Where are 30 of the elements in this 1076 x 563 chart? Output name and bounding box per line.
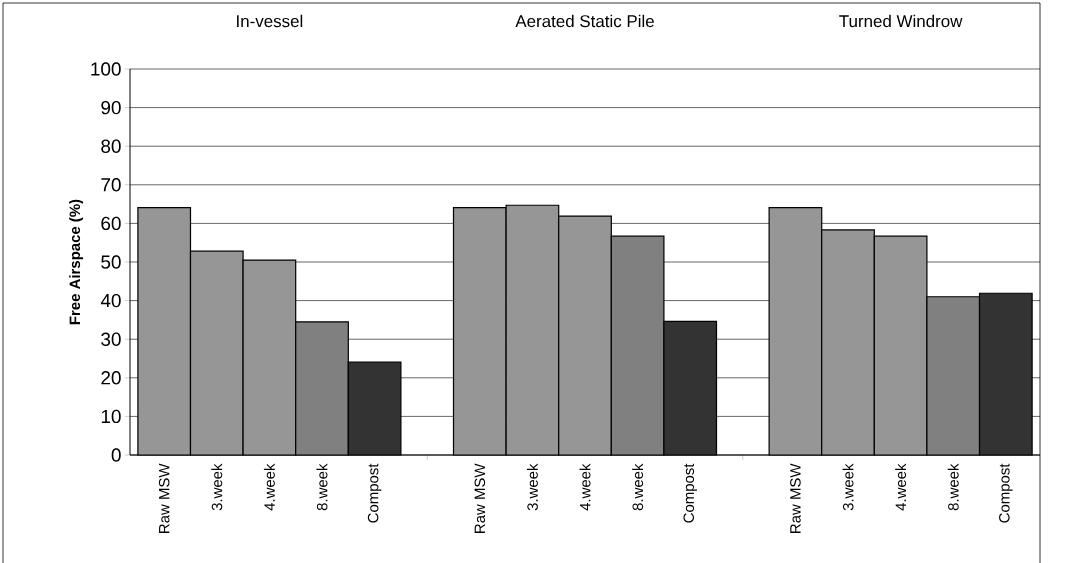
x-tick-label: 3.week xyxy=(842,463,854,511)
x-tick-label: 3.week xyxy=(526,463,538,511)
y-tick-label: 0 xyxy=(111,448,121,462)
x-tick-label: 4.week xyxy=(263,463,275,511)
x-tick-label: Raw MSW xyxy=(158,463,170,533)
y-tick-label: 90 xyxy=(101,100,121,115)
x-tick-label: Compost xyxy=(367,463,382,523)
x-tick-label: 8.week xyxy=(947,463,959,511)
y-tick-label: 70 xyxy=(101,178,121,192)
text: Turned Windrow xyxy=(839,14,963,28)
y-tick-label: 10 xyxy=(101,409,121,424)
y-tick-label: 60 xyxy=(101,216,121,231)
y-tick-label: 50 xyxy=(101,255,121,269)
text: Aerated Static Pile xyxy=(515,14,654,28)
x-tick-label: 4.week xyxy=(579,463,591,511)
y-tick-label: 30 xyxy=(101,332,121,346)
text: In-vessel xyxy=(237,14,303,28)
x-tick-label: 8.week xyxy=(316,463,328,511)
x-tick-label: Compost xyxy=(999,463,1013,523)
y-tick-label: 80 xyxy=(101,139,121,153)
x-tick-label: 8.week xyxy=(632,463,644,511)
y-tick-label: 40 xyxy=(100,293,121,308)
y-tick-label: 20 xyxy=(101,371,121,385)
x-tick-label: Raw MSW xyxy=(474,463,486,533)
x-tick-label: 3.week xyxy=(211,463,223,511)
x-tick-label: Compost xyxy=(683,463,697,523)
y-axis-title: Free Airspace (%) xyxy=(69,199,84,325)
x-tick-label: Raw MSW xyxy=(790,463,801,533)
y-tick-label: 100 xyxy=(91,62,121,76)
x-tick-label: 4.week xyxy=(895,463,907,511)
